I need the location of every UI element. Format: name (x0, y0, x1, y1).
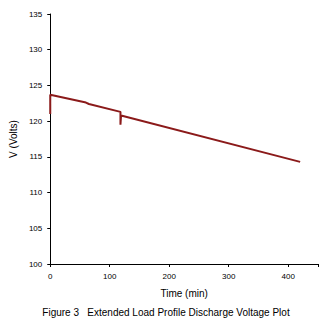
svg-text:135: 135 (29, 10, 43, 19)
svg-text:125: 125 (29, 81, 43, 90)
svg-text:Figure 3 Extended Load Profi: Figure 3 Extended Load Profile Discharge… (42, 307, 290, 318)
svg-text:0: 0 (48, 272, 53, 281)
svg-text:V (Volts): V (Volts) (8, 120, 19, 158)
svg-text:200: 200 (163, 272, 177, 281)
svg-text:100: 100 (29, 260, 43, 269)
svg-text:300: 300 (222, 272, 236, 281)
svg-text:130: 130 (29, 45, 43, 54)
svg-text:100: 100 (103, 272, 117, 281)
svg-text:110: 110 (29, 188, 42, 197)
svg-text:105: 105 (29, 224, 43, 233)
svg-text:120: 120 (29, 117, 43, 126)
svg-text:400: 400 (282, 272, 296, 281)
svg-text:115: 115 (29, 152, 42, 161)
svg-text:Time (min): Time (min) (160, 288, 207, 299)
